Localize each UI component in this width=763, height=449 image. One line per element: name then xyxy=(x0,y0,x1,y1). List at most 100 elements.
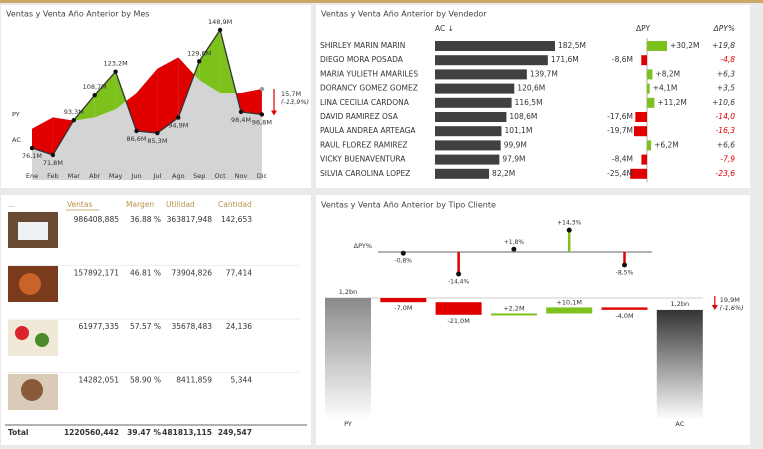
delta-label: +4,1M xyxy=(653,84,678,93)
product-image xyxy=(19,273,41,295)
ac-point xyxy=(134,128,139,134)
value-label: 129,6M xyxy=(187,49,211,57)
difference-area xyxy=(136,68,158,134)
delta-label: -8,6M xyxy=(612,55,633,64)
x-tick-label: Feb xyxy=(47,172,59,180)
ac-point xyxy=(113,69,118,74)
product-image xyxy=(35,333,49,347)
delta-bar xyxy=(633,126,647,137)
value-label: 94,9M xyxy=(168,122,188,130)
x-tick-label: Ene xyxy=(26,172,38,180)
value-label: 101,1M xyxy=(504,126,532,135)
category-label: LINA CECILIA CARDONA xyxy=(320,98,410,107)
table-cell: 57.57 % xyxy=(130,322,161,331)
top-strip xyxy=(0,0,763,3)
table-cell: 14282,051 xyxy=(78,376,119,385)
value-label: 99,9M xyxy=(504,140,527,149)
table-cell: 73904,826 xyxy=(171,269,212,278)
delta-label: +11,2M xyxy=(657,98,686,107)
x-tick-label: Abr xyxy=(89,172,101,180)
delta-bar xyxy=(601,307,648,310)
table-cell: 58.90 % xyxy=(130,376,161,385)
pct-axis-label: ΔPY% xyxy=(354,242,372,250)
difference-pct-label: (-13,9%) xyxy=(281,98,309,106)
x-tick-label: Jun xyxy=(130,172,141,180)
category-label: MARIA YULIETH AMARILES xyxy=(320,69,418,78)
value-label: 1,2bn xyxy=(339,288,358,296)
column-header: Utilidad xyxy=(166,200,195,209)
x-tick-label: Ago xyxy=(172,172,185,180)
table-cell: 5,344 xyxy=(231,376,253,385)
category-label: SHIRLEY MARIN MARIN xyxy=(320,41,405,50)
chart-title: Ventas y Venta Año Anterior by Vendedor xyxy=(321,10,487,19)
value-label: 85,3M xyxy=(147,137,167,145)
value-label: 71,8M xyxy=(43,159,63,167)
bar xyxy=(435,41,555,51)
ac-point xyxy=(217,27,223,33)
delta-pct-label: -23,6 xyxy=(716,169,736,178)
value-label: 86,6M xyxy=(126,135,146,143)
value-label: 148,9M xyxy=(208,18,232,26)
x-tick-label: Dic xyxy=(257,172,268,180)
total-cell: 249,547 xyxy=(218,428,252,437)
category-label: RAUL FLOREZ RAMIREZ xyxy=(320,140,408,149)
total-bar xyxy=(325,298,371,420)
delta-label: -17,6M xyxy=(607,112,633,121)
delta-pct-label: +19,8 xyxy=(712,41,735,50)
table-cell: 36.88 % xyxy=(130,215,161,224)
delta-pct-label: +6,6 xyxy=(717,140,735,149)
bar xyxy=(435,112,507,122)
column-header: ... xyxy=(8,200,15,209)
pct-label: +1,8% xyxy=(504,239,525,246)
delta-bar xyxy=(435,302,482,315)
value-label: -21,0M xyxy=(447,317,469,325)
column-header: ΔPY% xyxy=(713,24,735,33)
total-cell: 39.47 % xyxy=(127,428,161,437)
column-header: Ventas xyxy=(67,200,92,209)
delta-bar xyxy=(630,168,647,179)
column-header: AC ↓ xyxy=(435,24,454,33)
delta-pct-label: -7,9 xyxy=(720,155,735,164)
delta-pct-label: +6,3 xyxy=(717,69,735,78)
value-label: 139,7M xyxy=(530,69,558,78)
total-cell: 1220560,442 xyxy=(64,428,119,437)
delta-label: +8,2M xyxy=(655,69,680,78)
table-cell: 8411,859 xyxy=(176,376,212,385)
delta-bar xyxy=(641,55,647,66)
bar xyxy=(435,126,502,137)
delta-pct-label: -14,0 xyxy=(716,112,736,121)
total-cell: 481813,115 xyxy=(162,428,212,437)
value-label: 120,6M xyxy=(517,84,545,93)
x-tick-label: Oct xyxy=(214,172,226,180)
table-cell: 46.81 % xyxy=(130,269,161,278)
category-label: PAULA ANDREA ARTEAGA xyxy=(320,126,416,135)
delta-bar xyxy=(647,69,653,80)
difference-arrowhead xyxy=(711,304,718,310)
pct-label: -14,4% xyxy=(448,279,470,286)
category-label: VICKY BUENAVENTURA xyxy=(320,155,406,164)
value-label: +10,1M xyxy=(556,298,582,306)
product-image xyxy=(15,326,29,340)
table-cell: 24,136 xyxy=(226,322,252,331)
table-cell: 35678,483 xyxy=(171,322,212,331)
value-label: 108,7M xyxy=(83,83,107,91)
x-tick-label: Mar xyxy=(68,172,81,180)
bar xyxy=(435,69,527,80)
bar xyxy=(435,140,501,151)
ac-point xyxy=(176,115,181,120)
delta-label: +30,2M xyxy=(670,41,699,50)
difference-pct-label: (-1,6%) xyxy=(720,304,744,312)
difference-area xyxy=(115,71,127,110)
delta-label: -25,4M xyxy=(607,169,633,178)
delta-pct-label: -4,8 xyxy=(720,55,735,64)
delta-bar xyxy=(546,307,593,314)
difference-label: 19,9M xyxy=(720,296,740,304)
x-tick-label: Nov xyxy=(235,172,248,180)
category-label: DAVID RAMIREZ OSA xyxy=(320,112,399,121)
category-label: DORANCY GOMEZ GOMEZ xyxy=(320,84,418,93)
pct-label: -8,5% xyxy=(616,269,634,276)
value-label: 97,9M xyxy=(502,155,525,164)
total-cell: Total xyxy=(8,428,29,437)
value-label: 108,6M xyxy=(509,112,537,121)
